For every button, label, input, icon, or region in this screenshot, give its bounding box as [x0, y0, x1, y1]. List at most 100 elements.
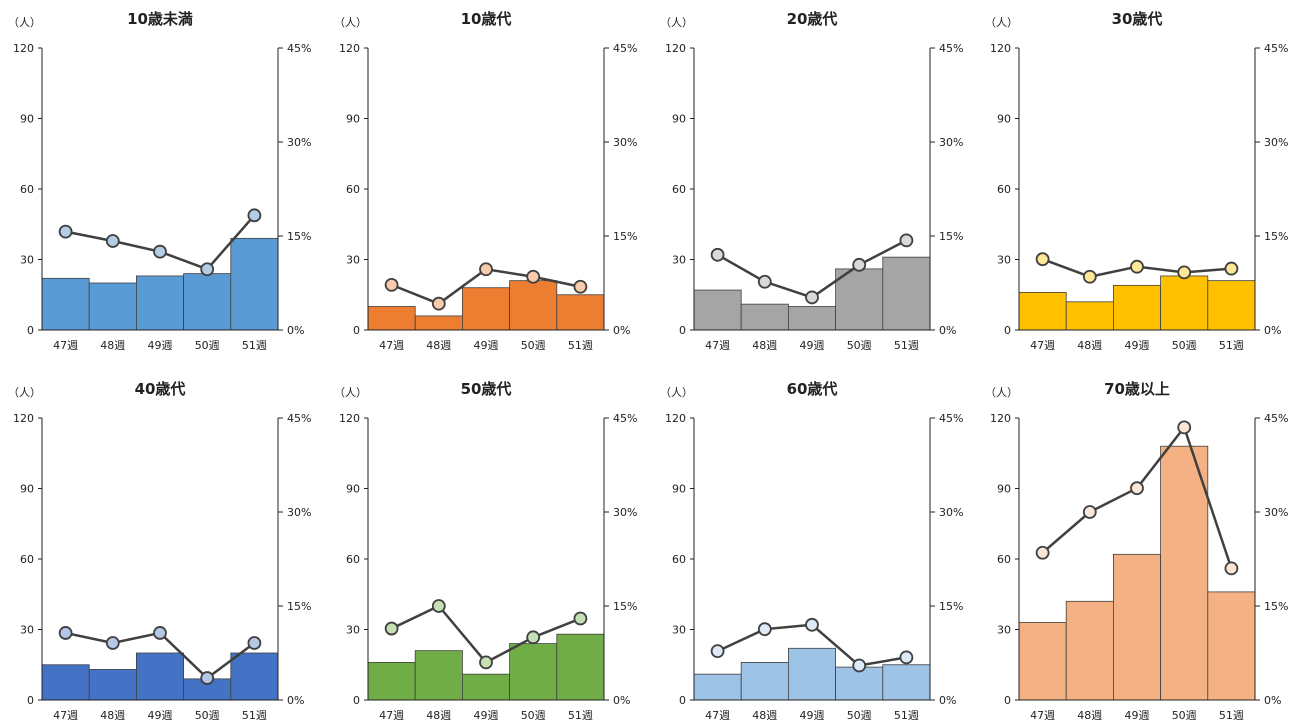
- bar: [882, 256, 931, 331]
- x-tick-label: 49週: [800, 709, 825, 722]
- rate-point: [710, 644, 725, 659]
- y2-tick-label: 0%: [939, 324, 956, 337]
- x-tick-label: 50週: [195, 709, 220, 722]
- rate-point: [1224, 261, 1239, 276]
- rate-point: [526, 269, 541, 284]
- rate-point: [200, 671, 215, 685]
- rate-point: [852, 658, 867, 673]
- bar: [740, 662, 789, 701]
- x-tick-label: 49週: [1125, 339, 1150, 352]
- y2-tick-label: 0%: [613, 694, 630, 707]
- x-tick-label: 48週: [752, 709, 777, 722]
- x-tick-label: 48週: [426, 339, 451, 352]
- y2-tick-label: 45%: [1264, 412, 1288, 425]
- x-tick-label: 51週: [568, 709, 593, 722]
- y2-tick-label: 15%: [613, 600, 637, 613]
- y-tick-label: 0: [27, 324, 34, 337]
- x-tick-label: 47週: [379, 339, 404, 352]
- y2-tick-label: 45%: [287, 412, 311, 425]
- y2-tick-label: 15%: [287, 600, 311, 613]
- y-tick-label: 120: [13, 412, 34, 425]
- y-axis-unit: （人）: [8, 16, 41, 29]
- bar: [414, 650, 463, 701]
- rate-point: [247, 636, 262, 650]
- rate-point: [1177, 420, 1192, 435]
- y2-tick-label: 30%: [939, 506, 963, 519]
- chart-title: 30歳代: [1112, 10, 1163, 28]
- y2-tick-label: 45%: [939, 412, 963, 425]
- y-axis-unit: （人）: [8, 386, 41, 399]
- chart-panel: 40歳代 （人） 0 30 60 90 120 0% 15% 30% 45% 47週 48週 49週 50週…: [8, 380, 311, 722]
- x-tick-label: 50週: [847, 339, 872, 352]
- bar: [367, 662, 416, 701]
- rate-point: [1130, 259, 1144, 274]
- rate-point: [526, 630, 541, 645]
- bar: [135, 652, 184, 701]
- bar: [41, 664, 90, 701]
- bar: [230, 237, 279, 331]
- bar: [509, 280, 558, 331]
- y-tick-label: 0: [679, 324, 686, 337]
- y-tick-label: 90: [346, 113, 360, 126]
- x-tick-label: 50週: [195, 339, 220, 352]
- x-tick-label: 50週: [521, 339, 546, 352]
- y-tick-label: 30: [672, 624, 686, 637]
- rate-point: [805, 290, 819, 305]
- y-tick-label: 120: [990, 42, 1011, 55]
- y-tick-label: 30: [672, 254, 686, 267]
- rate-line: [65, 214, 256, 271]
- x-tick-label: 51週: [1219, 339, 1244, 352]
- y2-tick-label: 45%: [939, 42, 963, 55]
- x-tick-label: 49週: [148, 339, 173, 352]
- bar: [835, 268, 884, 331]
- rate-point: [1082, 505, 1097, 519]
- y2-tick-label: 30%: [1264, 136, 1288, 149]
- bar: [788, 306, 837, 331]
- chart-panel: 10歳未満 （人） 0 30 60 90 120 0% 15% 30% 45% 47週 48週 49週 50…: [8, 10, 311, 352]
- y-tick-label: 60: [346, 553, 360, 566]
- bar: [461, 287, 510, 331]
- bar: [1065, 600, 1114, 701]
- x-tick-label: 51週: [568, 339, 593, 352]
- x-tick-label: 50週: [521, 709, 546, 722]
- y2-tick-label: 45%: [1264, 42, 1288, 55]
- y2-tick-label: 15%: [287, 230, 311, 243]
- rate-point: [573, 279, 588, 294]
- y-tick-label: 30: [997, 624, 1011, 637]
- rate-point: [573, 611, 588, 626]
- y2-tick-label: 0%: [1264, 694, 1281, 707]
- bar: [740, 303, 789, 331]
- y-tick-label: 90: [672, 113, 686, 126]
- rate-point: [805, 617, 819, 632]
- x-tick-label: 51週: [242, 339, 267, 352]
- chart-title: 10歳代: [461, 10, 512, 28]
- chart-panel: 70歳以上 （人） 0 30 60 90 120 0% 15% 30% 45% 47週 48週 49週 50…: [985, 380, 1288, 722]
- chart-panel: 20歳代 （人） 0 30 60 90 120 0% 15% 30% 45% 47週 48週 49週 50週…: [660, 10, 963, 352]
- y2-tick-label: 45%: [613, 42, 637, 55]
- rate-point: [479, 655, 493, 670]
- x-tick-label: 47週: [53, 339, 78, 352]
- y2-tick-label: 45%: [287, 42, 311, 55]
- y-tick-label: 60: [346, 183, 360, 196]
- x-tick-label: 48週: [100, 339, 125, 352]
- x-tick-label: 49週: [148, 709, 173, 722]
- x-tick-label: 49週: [474, 339, 499, 352]
- x-tick-label: 48週: [1077, 339, 1102, 352]
- x-tick-label: 49週: [474, 709, 499, 722]
- rate-point: [153, 244, 167, 259]
- y-tick-label: 0: [1004, 324, 1011, 337]
- x-tick-label: 50週: [1172, 709, 1197, 722]
- rate-point: [58, 224, 73, 239]
- bar: [1113, 553, 1162, 701]
- y-tick-label: 120: [665, 42, 686, 55]
- rate-point: [200, 262, 215, 277]
- rate-point: [710, 247, 725, 262]
- y-tick-label: 60: [997, 553, 1011, 566]
- bar: [1160, 275, 1209, 331]
- bar: [1018, 622, 1067, 701]
- x-tick-label: 49週: [800, 339, 825, 352]
- y-tick-label: 30: [20, 624, 34, 637]
- bar: [183, 273, 232, 331]
- y-tick-label: 60: [20, 183, 34, 196]
- rate-point: [1224, 561, 1239, 576]
